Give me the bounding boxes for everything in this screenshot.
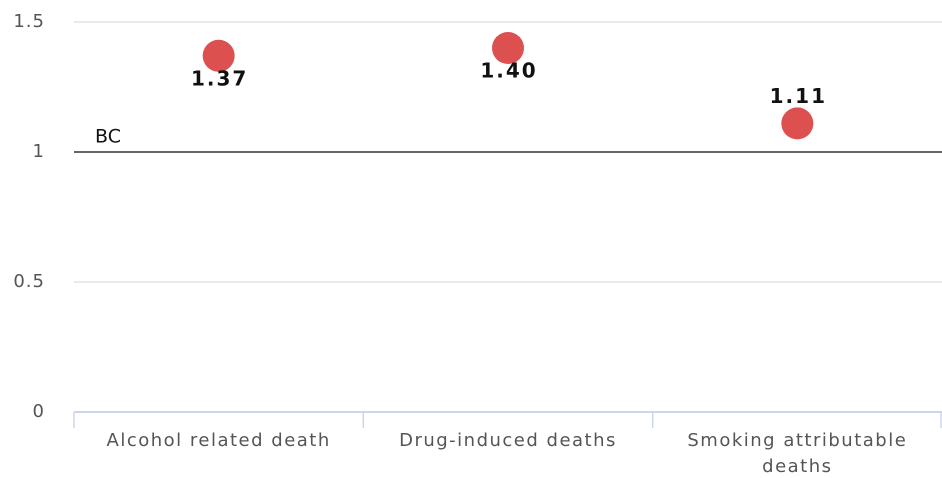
x-tick-label: Smoking attributable deaths	[687, 430, 908, 477]
y-tick-label: 0	[33, 401, 45, 422]
y-tick-label: 0.5	[13, 271, 45, 292]
reference-label: BC	[95, 126, 121, 148]
value-label: 1.11	[770, 84, 827, 108]
x-tick-label: Drug-induced deaths	[399, 430, 617, 451]
y-tick-label: 1.5	[13, 11, 45, 32]
y-tick-label: 1	[33, 141, 45, 162]
x-tick-label: Alcohol related death	[106, 430, 331, 451]
dot	[202, 39, 235, 72]
dot	[781, 107, 814, 140]
dot	[492, 32, 524, 64]
value-label: 1.37	[191, 66, 248, 90]
value-label: 1.40	[480, 59, 537, 83]
